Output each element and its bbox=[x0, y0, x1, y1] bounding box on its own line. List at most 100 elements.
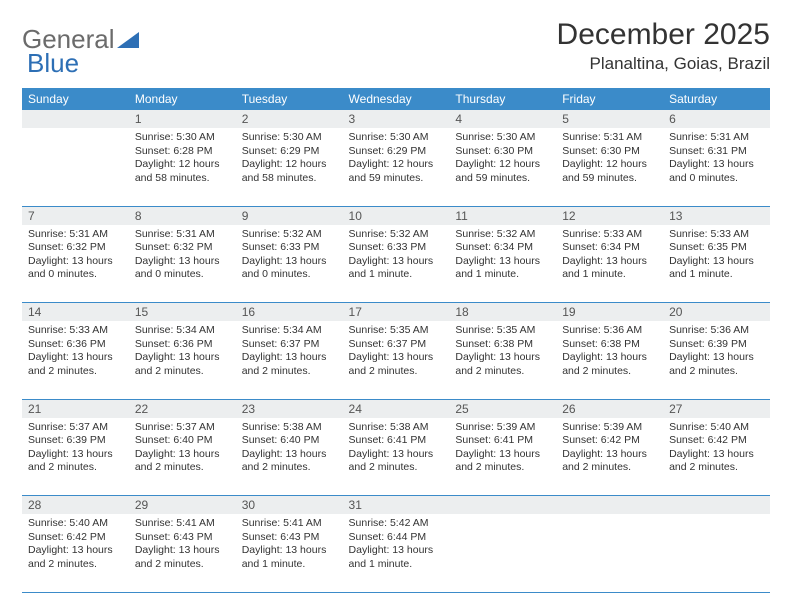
day-cell: Sunrise: 5:35 AMSunset: 6:37 PMDaylight:… bbox=[343, 321, 450, 399]
sunrise-text: Sunrise: 5:34 AM bbox=[135, 324, 230, 338]
sunset-text: Sunset: 6:39 PM bbox=[669, 338, 764, 352]
sunrise-text: Sunrise: 5:33 AM bbox=[562, 228, 657, 242]
day-cell-body: Sunrise: 5:30 AMSunset: 6:29 PMDaylight:… bbox=[236, 128, 343, 192]
day-cell-body: Sunrise: 5:30 AMSunset: 6:29 PMDaylight:… bbox=[343, 128, 450, 192]
day-number: 30 bbox=[236, 496, 343, 515]
sunrise-text: Sunrise: 5:30 AM bbox=[349, 131, 444, 145]
sunrise-text: Sunrise: 5:33 AM bbox=[669, 228, 764, 242]
day-cell-body: Sunrise: 5:35 AMSunset: 6:37 PMDaylight:… bbox=[343, 321, 450, 385]
daylight-text: Daylight: 12 hours and 59 minutes. bbox=[562, 158, 657, 185]
week-row: Sunrise: 5:31 AMSunset: 6:32 PMDaylight:… bbox=[22, 225, 770, 303]
daylight-text: Daylight: 13 hours and 2 minutes. bbox=[242, 448, 337, 475]
sunrise-text: Sunrise: 5:36 AM bbox=[562, 324, 657, 338]
day-number bbox=[556, 496, 663, 515]
sunset-text: Sunset: 6:37 PM bbox=[349, 338, 444, 352]
day-cell: Sunrise: 5:30 AMSunset: 6:30 PMDaylight:… bbox=[449, 128, 556, 206]
sunrise-text: Sunrise: 5:31 AM bbox=[562, 131, 657, 145]
day-number: 27 bbox=[663, 399, 770, 418]
day-cell-body: Sunrise: 5:39 AMSunset: 6:42 PMDaylight:… bbox=[556, 418, 663, 482]
sunrise-text: Sunrise: 5:40 AM bbox=[28, 517, 123, 531]
daylight-text: Daylight: 13 hours and 2 minutes. bbox=[562, 351, 657, 378]
location-subtitle: Planaltina, Goias, Brazil bbox=[557, 54, 770, 74]
day-cell-body: Sunrise: 5:32 AMSunset: 6:33 PMDaylight:… bbox=[236, 225, 343, 289]
day-cell: Sunrise: 5:36 AMSunset: 6:39 PMDaylight:… bbox=[663, 321, 770, 399]
day-cell-body: Sunrise: 5:30 AMSunset: 6:28 PMDaylight:… bbox=[129, 128, 236, 192]
daylight-text: Daylight: 13 hours and 2 minutes. bbox=[562, 448, 657, 475]
day-cell: Sunrise: 5:33 AMSunset: 6:36 PMDaylight:… bbox=[22, 321, 129, 399]
day-cell-body: Sunrise: 5:33 AMSunset: 6:36 PMDaylight:… bbox=[22, 321, 129, 385]
weekday-header: Tuesday bbox=[236, 88, 343, 110]
sunrise-text: Sunrise: 5:32 AM bbox=[349, 228, 444, 242]
day-number: 25 bbox=[449, 399, 556, 418]
sunset-text: Sunset: 6:36 PM bbox=[28, 338, 123, 352]
daylight-text: Daylight: 13 hours and 1 minute. bbox=[349, 544, 444, 571]
sunrise-text: Sunrise: 5:30 AM bbox=[242, 131, 337, 145]
sunset-text: Sunset: 6:33 PM bbox=[349, 241, 444, 255]
day-cell bbox=[449, 514, 556, 592]
day-cell: Sunrise: 5:33 AMSunset: 6:35 PMDaylight:… bbox=[663, 225, 770, 303]
day-cell-body bbox=[449, 514, 556, 523]
daylight-text: Daylight: 13 hours and 0 minutes. bbox=[669, 158, 764, 185]
daylight-text: Daylight: 13 hours and 1 minute. bbox=[242, 544, 337, 571]
sunset-text: Sunset: 6:34 PM bbox=[562, 241, 657, 255]
day-number: 3 bbox=[343, 110, 450, 128]
day-number-row: 21222324252627 bbox=[22, 399, 770, 418]
sunrise-text: Sunrise: 5:31 AM bbox=[28, 228, 123, 242]
sunset-text: Sunset: 6:43 PM bbox=[242, 531, 337, 545]
day-cell bbox=[556, 514, 663, 592]
day-number-row: 28293031 bbox=[22, 496, 770, 515]
day-cell-body: Sunrise: 5:38 AMSunset: 6:41 PMDaylight:… bbox=[343, 418, 450, 482]
day-cell bbox=[663, 514, 770, 592]
day-number: 4 bbox=[449, 110, 556, 128]
day-number: 19 bbox=[556, 303, 663, 322]
daylight-text: Daylight: 13 hours and 2 minutes. bbox=[28, 351, 123, 378]
week-row: Sunrise: 5:37 AMSunset: 6:39 PMDaylight:… bbox=[22, 418, 770, 496]
sunrise-text: Sunrise: 5:30 AM bbox=[455, 131, 550, 145]
daylight-text: Daylight: 12 hours and 59 minutes. bbox=[349, 158, 444, 185]
day-number-row: 123456 bbox=[22, 110, 770, 128]
sunset-text: Sunset: 6:40 PM bbox=[242, 434, 337, 448]
day-number: 5 bbox=[556, 110, 663, 128]
sunset-text: Sunset: 6:30 PM bbox=[455, 145, 550, 159]
sunrise-text: Sunrise: 5:37 AM bbox=[135, 421, 230, 435]
sunrise-text: Sunrise: 5:33 AM bbox=[28, 324, 123, 338]
day-cell-body: Sunrise: 5:34 AMSunset: 6:36 PMDaylight:… bbox=[129, 321, 236, 385]
day-number: 17 bbox=[343, 303, 450, 322]
day-cell-body: Sunrise: 5:42 AMSunset: 6:44 PMDaylight:… bbox=[343, 514, 450, 578]
sunset-text: Sunset: 6:28 PM bbox=[135, 145, 230, 159]
weekday-header-row: Sunday Monday Tuesday Wednesday Thursday… bbox=[22, 88, 770, 110]
weekday-header: Wednesday bbox=[343, 88, 450, 110]
day-cell: Sunrise: 5:39 AMSunset: 6:42 PMDaylight:… bbox=[556, 418, 663, 496]
sunrise-text: Sunrise: 5:41 AM bbox=[242, 517, 337, 531]
sunset-text: Sunset: 6:40 PM bbox=[135, 434, 230, 448]
title-block: December 2025 Planaltina, Goias, Brazil bbox=[557, 18, 770, 74]
sunrise-text: Sunrise: 5:36 AM bbox=[669, 324, 764, 338]
sunrise-text: Sunrise: 5:41 AM bbox=[135, 517, 230, 531]
day-number: 31 bbox=[343, 496, 450, 515]
sunrise-text: Sunrise: 5:34 AM bbox=[242, 324, 337, 338]
day-cell: Sunrise: 5:35 AMSunset: 6:38 PMDaylight:… bbox=[449, 321, 556, 399]
daylight-text: Daylight: 13 hours and 1 minute. bbox=[562, 255, 657, 282]
day-cell-body: Sunrise: 5:38 AMSunset: 6:40 PMDaylight:… bbox=[236, 418, 343, 482]
day-number: 10 bbox=[343, 206, 450, 225]
daylight-text: Daylight: 13 hours and 1 minute. bbox=[669, 255, 764, 282]
day-cell: Sunrise: 5:40 AMSunset: 6:42 PMDaylight:… bbox=[663, 418, 770, 496]
day-cell-body: Sunrise: 5:37 AMSunset: 6:39 PMDaylight:… bbox=[22, 418, 129, 482]
sunrise-text: Sunrise: 5:38 AM bbox=[242, 421, 337, 435]
sunrise-text: Sunrise: 5:32 AM bbox=[242, 228, 337, 242]
day-cell-body bbox=[663, 514, 770, 523]
weekday-header: Sunday bbox=[22, 88, 129, 110]
day-cell: Sunrise: 5:30 AMSunset: 6:29 PMDaylight:… bbox=[343, 128, 450, 206]
sunset-text: Sunset: 6:44 PM bbox=[349, 531, 444, 545]
sunset-text: Sunset: 6:41 PM bbox=[349, 434, 444, 448]
daylight-text: Daylight: 13 hours and 2 minutes. bbox=[669, 351, 764, 378]
sunset-text: Sunset: 6:37 PM bbox=[242, 338, 337, 352]
month-title: December 2025 bbox=[557, 18, 770, 52]
weekday-header: Monday bbox=[129, 88, 236, 110]
day-number: 29 bbox=[129, 496, 236, 515]
sunrise-text: Sunrise: 5:38 AM bbox=[349, 421, 444, 435]
sunrise-text: Sunrise: 5:40 AM bbox=[669, 421, 764, 435]
day-cell-body: Sunrise: 5:31 AMSunset: 6:32 PMDaylight:… bbox=[129, 225, 236, 289]
day-cell-body: Sunrise: 5:32 AMSunset: 6:33 PMDaylight:… bbox=[343, 225, 450, 289]
daylight-text: Daylight: 13 hours and 2 minutes. bbox=[135, 544, 230, 571]
